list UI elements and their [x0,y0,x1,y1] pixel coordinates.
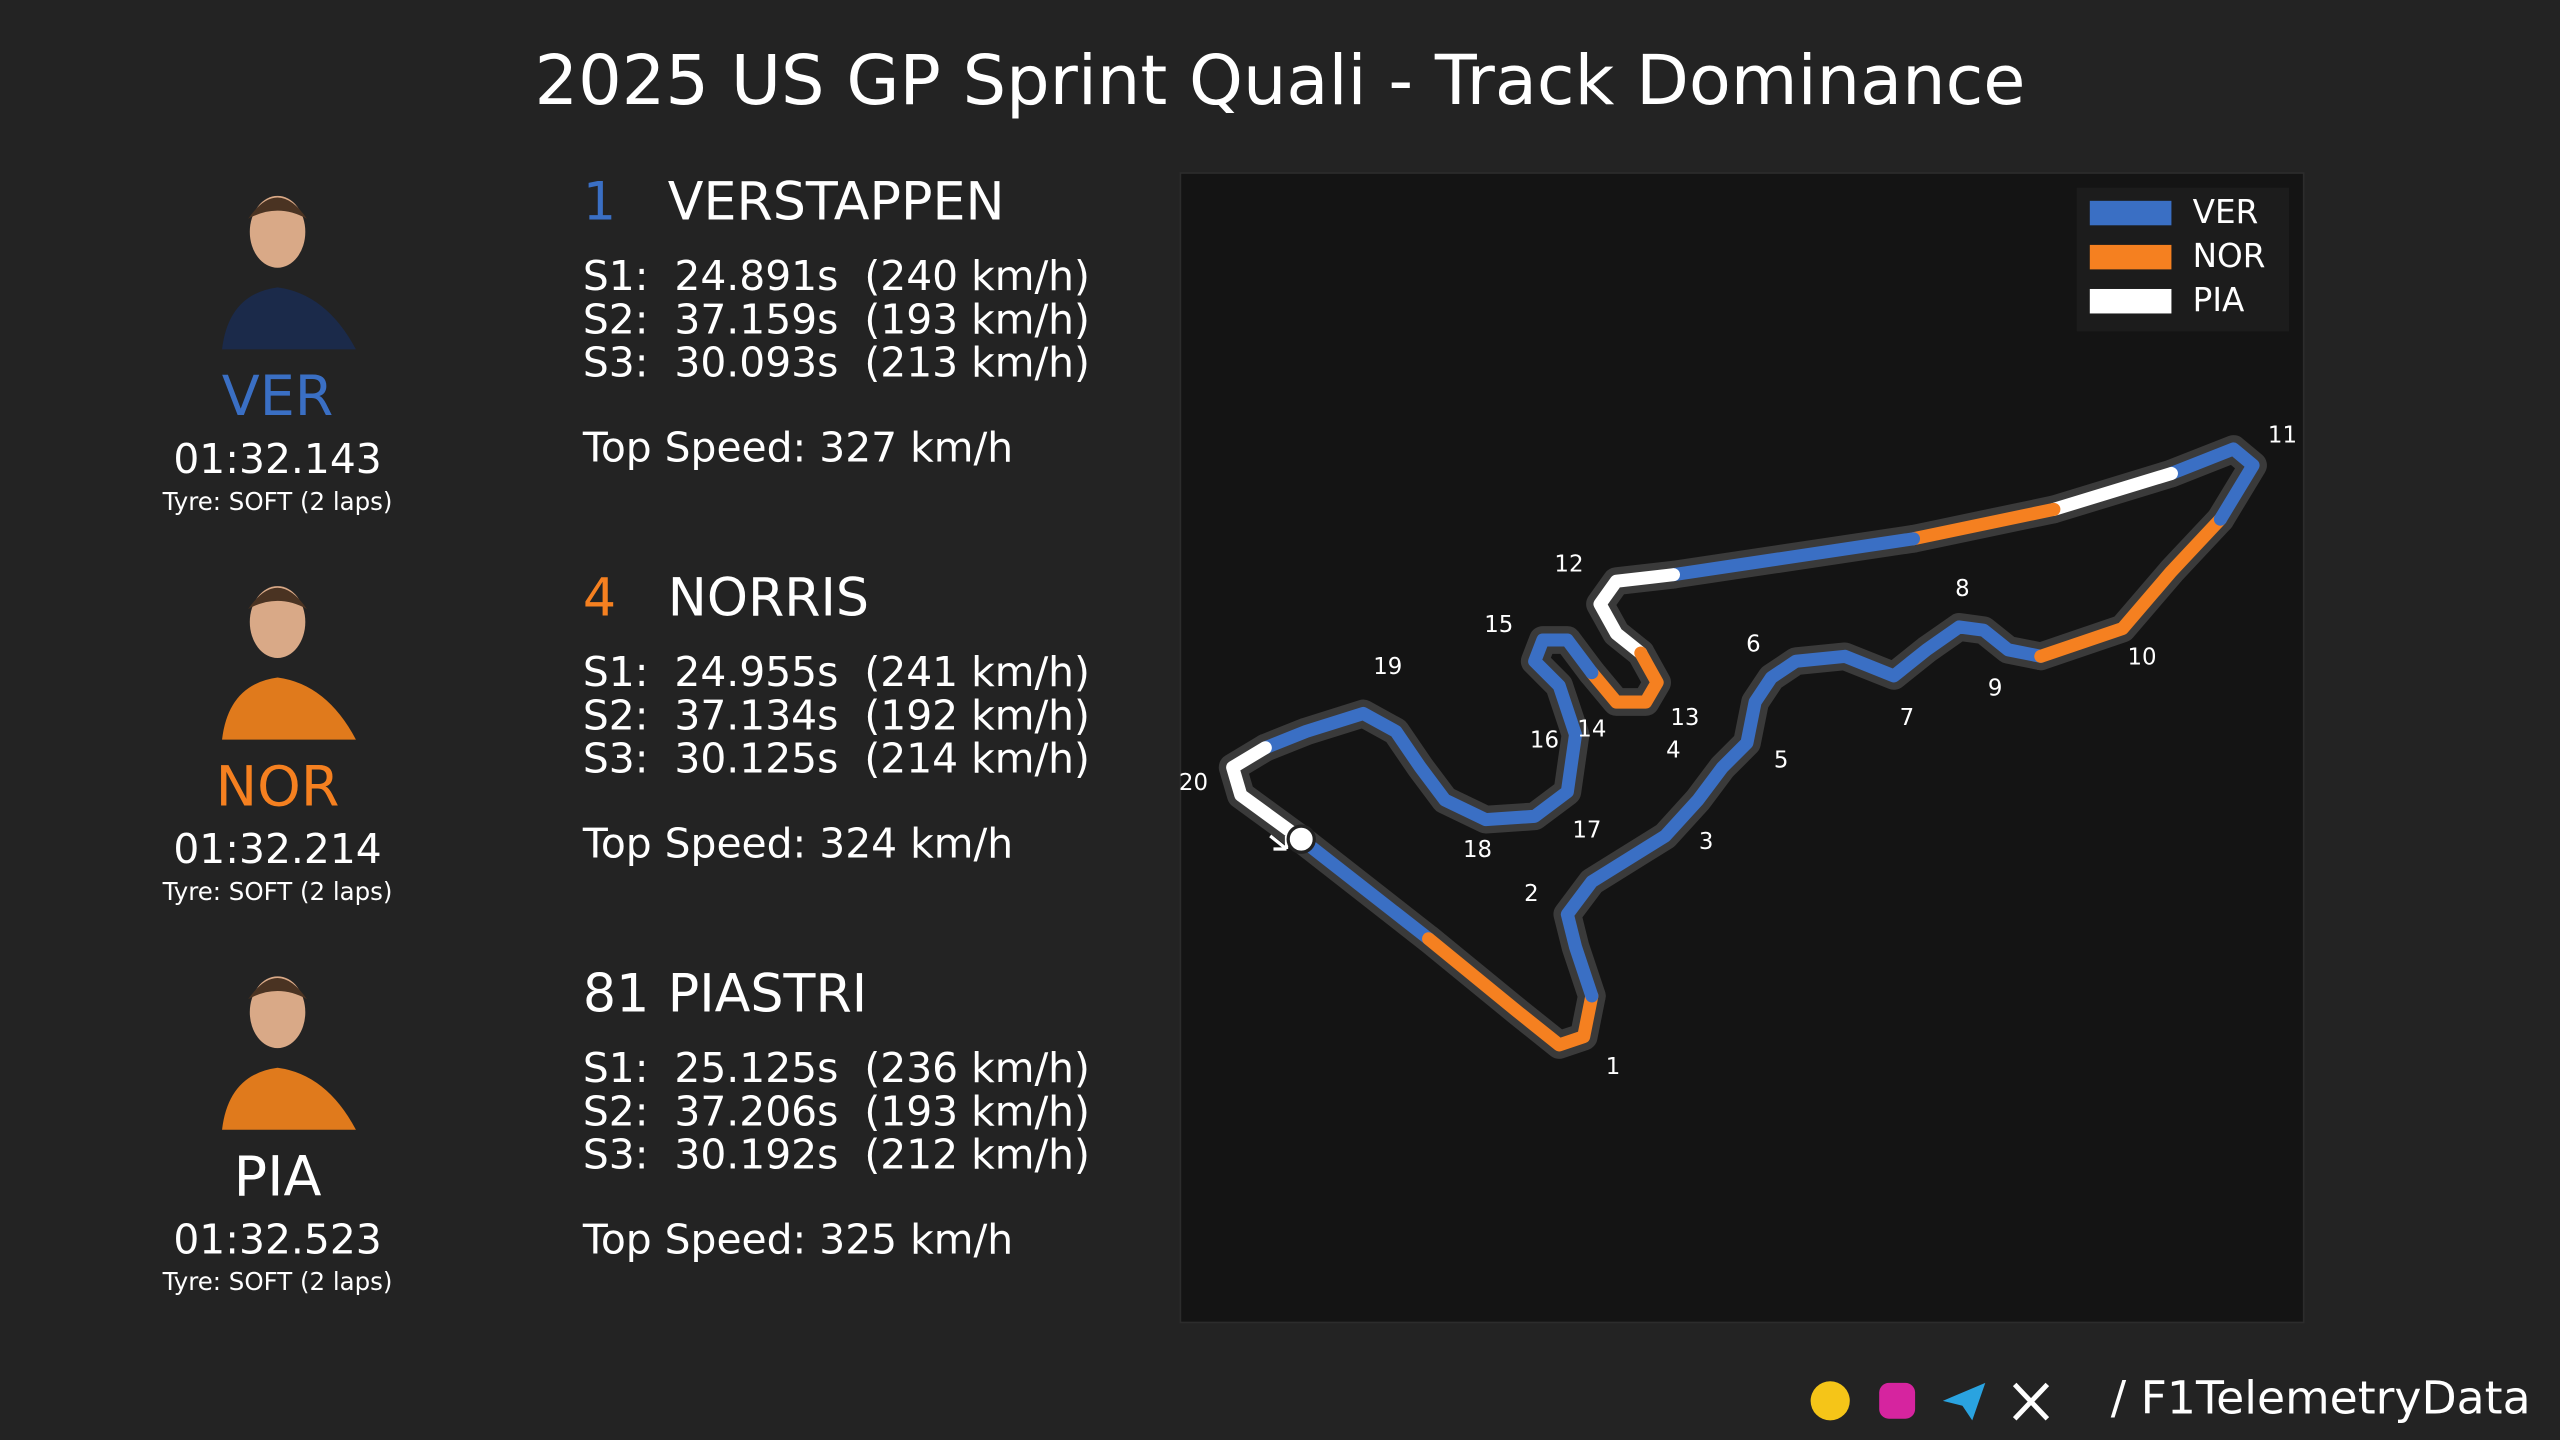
driver-photo [222,195,356,350]
photo-body [222,1067,356,1130]
photo-head [249,195,306,268]
position: 4 [583,569,616,629]
track-segment [1906,502,2061,546]
icon [2012,1382,2050,1421]
corner-number: 10 [2128,644,2157,670]
lap-time: 01:32.523 [173,1215,381,1263]
sector-time: S1: 24.955s (241 km/h) [583,648,1090,696]
position: 81 [583,965,649,1025]
driver-code: NOR [216,754,340,819]
corner-number: 8 [1955,576,1970,602]
track-segment [1258,633,1599,827]
footer: / F1TelemetryData [2111,1371,2531,1424]
corner-number: 4 [1666,738,1681,764]
top-speed: Top Speed: 327 km/h [582,424,1013,472]
sector-time: S3: 30.192s (212 km/h) [583,1131,1090,1179]
photo-hair [248,587,307,609]
top-speed: Top Speed: 325 km/h [582,1215,1013,1263]
sector-time: S3: 30.093s (213 km/h) [583,339,1090,387]
social-icons [1810,1381,2050,1421]
track-segment [1585,646,1664,709]
track-segment [2164,442,2260,526]
icon [1942,1382,1986,1421]
driver-name: VERSTAPPEN [668,173,1005,233]
track [1218,435,2267,1059]
track-segment [1226,741,1308,846]
corner-number: 7 [1900,705,1915,731]
driver-photo [222,586,356,740]
legend-swatch [2089,200,2172,226]
corner-number: 16 [1530,728,1559,754]
corner-number: 14 [1577,716,1606,742]
corner-number: 9 [1988,675,2003,701]
corner-number: 20 [1179,770,1208,796]
corner-number: 3 [1699,829,1714,855]
corner-number: 6 [1746,631,1761,657]
track-segment [1593,568,1681,660]
sector-time: S2: 37.159s (193 km/h) [583,295,1090,343]
sector-time: S2: 37.134s (192 km/h) [583,691,1090,739]
photo-body [222,677,356,740]
legend-label: VER [2193,193,2259,231]
position: 1 [583,173,616,233]
corner-number: 19 [1373,654,1402,680]
corner-number: 13 [1670,705,1699,731]
lap-time: 01:32.143 [173,435,381,483]
start-arrow [1269,834,1289,851]
sector-time: S1: 24.891s (240 km/h) [583,252,1090,300]
driver-code: VER [222,364,334,429]
sector-time: S1: 25.125s (236 km/h) [583,1044,1090,1092]
icon [1810,1381,1850,1421]
top-speed: Top Speed: 324 km/h [582,820,1013,868]
corner-number: 1 [1606,1054,1621,1080]
driver-name: NORRIS [668,569,869,629]
track-segment [2034,512,2227,663]
legend-swatch [2089,288,2172,314]
start-marker [1286,824,1316,854]
corner-number: 12 [1554,551,1583,577]
corner-number: 15 [1484,612,1513,638]
track-segment [1294,832,1436,946]
track-segment [1422,932,1599,1052]
sector-time: S2: 37.206s (193 km/h) [583,1087,1090,1135]
track-segment [1666,532,1921,582]
driver-name: PIASTRI [668,965,867,1025]
photo-head [249,976,306,1049]
legend-label: NOR [2193,237,2266,275]
driver-code: PIA [234,1145,322,1210]
photo-hair [248,197,307,219]
photo-hair [248,977,307,1000]
driver-photo [222,976,356,1130]
tyre-info: Tyre: SOFT (2 laps) [162,1267,393,1296]
tyre-info: Tyre: SOFT (2 laps) [162,487,393,516]
legend-label: PIA [2193,281,2245,319]
tyre-info: Tyre: SOFT (2 laps) [162,877,393,906]
legend-swatch [2089,244,2172,270]
corner-number: 2 [1524,881,1539,907]
corner-number: 18 [1463,837,1492,863]
track-segment [2047,466,2178,516]
photo-body [222,287,356,350]
lap-time: 01:32.214 [173,825,381,873]
corner-number: 17 [1572,818,1601,844]
corner-number: 5 [1774,747,1789,773]
corner-number: 11 [2268,422,2297,448]
photo-head [249,586,306,658]
track-segment [1560,620,2048,1003]
icon [1879,1382,1916,1419]
sector-time: S3: 30.125s (214 km/h) [583,735,1090,783]
title: 2025 US GP Sprint Quali - Track Dominanc… [535,41,2026,121]
